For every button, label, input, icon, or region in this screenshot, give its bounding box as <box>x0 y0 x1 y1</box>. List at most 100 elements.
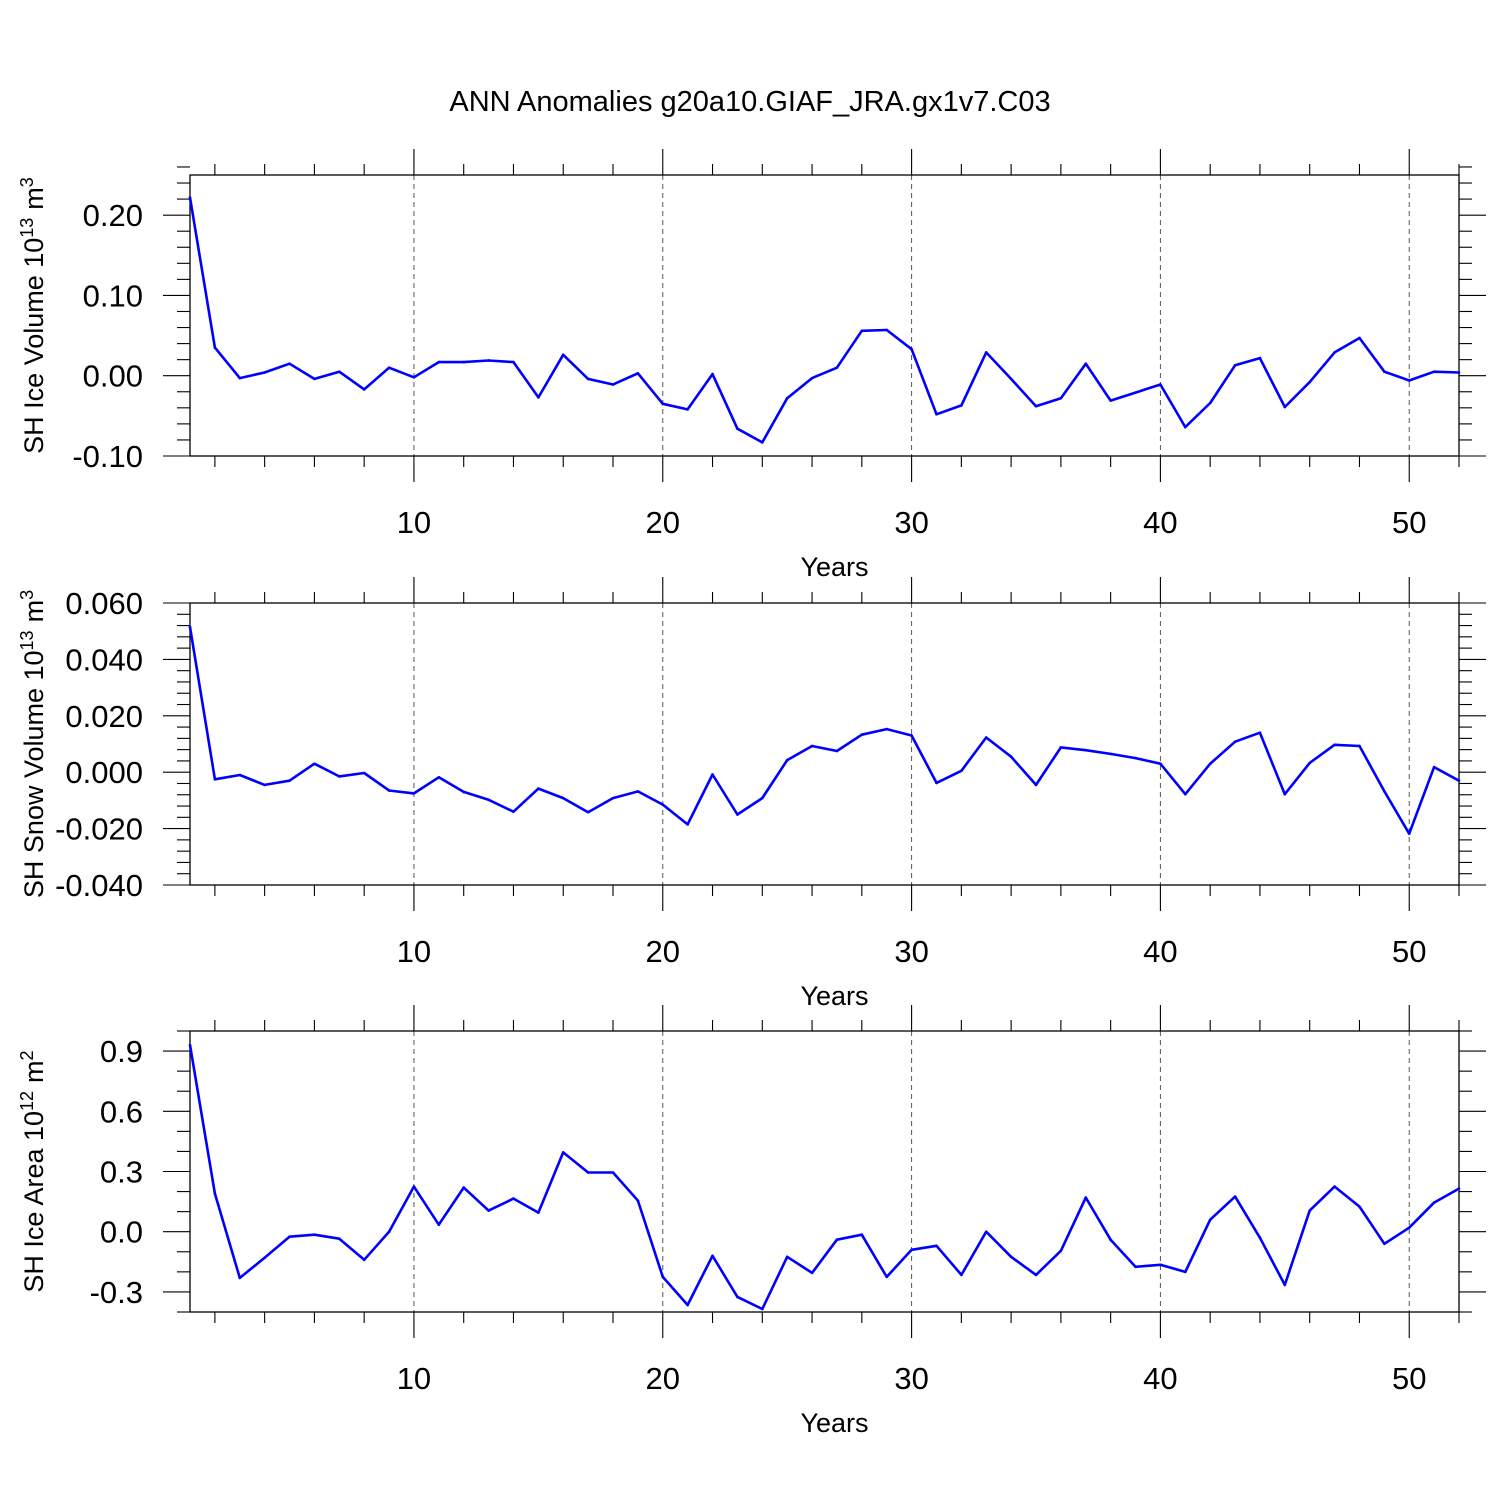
data-point <box>537 787 540 790</box>
data-point <box>462 360 466 364</box>
data-point <box>586 1171 590 1174</box>
series-line <box>188 1044 1460 1311</box>
data-point <box>1358 336 1361 340</box>
data-point <box>1358 1205 1361 1208</box>
data-point <box>288 1235 291 1239</box>
data-point <box>1084 362 1088 365</box>
y-tick-label: -0.020 <box>55 812 143 847</box>
data-point <box>1159 383 1162 386</box>
data-point <box>1034 783 1038 787</box>
data-point <box>213 1192 217 1195</box>
y-tick-label: 0.040 <box>65 642 143 677</box>
data-point <box>512 1197 515 1200</box>
data-point <box>960 404 963 407</box>
data-point <box>512 810 515 813</box>
data-point <box>1383 790 1386 793</box>
data-point <box>1109 752 1112 756</box>
data-point <box>337 775 341 778</box>
data-point <box>188 625 192 629</box>
data-point <box>686 823 689 826</box>
data-point <box>412 376 416 379</box>
x-tick-label: 20 <box>646 505 680 540</box>
data-point <box>1109 399 1112 402</box>
data-point <box>910 347 913 351</box>
panels: 10 20 30 40 50 -0.10 0.00 0.10 0.20 Years SH Ice V… <box>17 149 1486 1438</box>
y-axis-title-text: SH Ice Volume 10 <box>19 238 49 454</box>
x-tick-label: 40 <box>1143 934 1177 969</box>
data-point <box>1009 377 1013 381</box>
data-point <box>1333 1185 1336 1188</box>
data-point <box>238 1276 242 1280</box>
y-axis-title-exponent: 13 <box>17 630 37 650</box>
data-point <box>1457 779 1461 782</box>
data-point <box>1034 404 1038 408</box>
data-point <box>1009 755 1013 758</box>
data-point <box>785 396 789 400</box>
data-point <box>263 371 266 374</box>
data-point <box>462 790 466 794</box>
data-point <box>910 734 913 737</box>
y-tick-label: 0.9 <box>100 1034 143 1069</box>
data-point <box>1233 1195 1237 1198</box>
data-point <box>362 771 366 775</box>
x-tick-label: 20 <box>646 934 680 969</box>
data-point <box>1034 1273 1038 1277</box>
chart-panel-1: 10 20 30 40 50 -0.10 0.00 0.10 0.20 Years SH Ice V… <box>17 149 1486 582</box>
data-point <box>1383 370 1386 374</box>
data-point <box>238 773 242 777</box>
data-point <box>561 796 565 800</box>
data-point <box>935 412 938 416</box>
data-point <box>611 1171 615 1174</box>
data-point <box>760 1307 764 1311</box>
x-tick-label: 10 <box>397 934 431 969</box>
data-point <box>537 1211 540 1214</box>
data-point <box>661 402 665 406</box>
data-point <box>611 796 615 800</box>
data-point <box>810 744 814 748</box>
data-point <box>935 781 938 785</box>
x-tick-label: 10 <box>397 1361 431 1396</box>
data-point <box>636 372 640 375</box>
x-tick-label: 50 <box>1392 505 1426 540</box>
y-tick-label: 0.6 <box>100 1094 143 1129</box>
x-tick-label: 30 <box>894 505 928 540</box>
data-point <box>487 798 490 802</box>
data-point <box>288 779 291 782</box>
data-point <box>1233 363 1237 367</box>
y-axis-title-text: SH Ice Area 10 <box>19 1111 49 1293</box>
data-point <box>1059 1249 1063 1253</box>
data-point <box>1208 1218 1212 1221</box>
data-point <box>1183 792 1187 796</box>
data-point <box>611 383 615 386</box>
data-point <box>1134 756 1137 760</box>
x-tick-label: 30 <box>894 934 928 969</box>
data-point <box>263 783 266 787</box>
chart-panel-3: 10 20 30 40 50 -0.3 0.0 0.3 0.6 0.9 Years SH Ice Ar… <box>17 1005 1486 1438</box>
data-point <box>984 736 988 739</box>
data-point <box>810 1271 814 1275</box>
data-point <box>1358 744 1361 748</box>
data-point <box>238 376 242 380</box>
data-point <box>263 1256 266 1260</box>
data-point <box>337 370 341 374</box>
data-point <box>1109 1238 1112 1242</box>
x-axis-title: Years <box>800 1408 868 1438</box>
data-point <box>1283 1283 1287 1287</box>
data-point <box>387 789 391 792</box>
data-point <box>760 441 764 444</box>
data-point <box>1383 1242 1386 1246</box>
data-point <box>586 377 590 381</box>
data-point <box>1208 762 1212 766</box>
y-axis-title-exponent: 13 <box>17 218 37 238</box>
y-tick-label: 0.000 <box>65 755 143 790</box>
data-point <box>1233 740 1237 744</box>
data-point <box>188 196 192 199</box>
data-point <box>835 749 839 753</box>
plot-frame <box>189 1030 1460 1313</box>
y-axis-title-text: SH Snow Volume 10 <box>19 650 49 898</box>
data-point <box>387 366 391 369</box>
data-point <box>1059 396 1063 400</box>
data-point <box>1159 1263 1162 1267</box>
data-point <box>785 1255 789 1259</box>
